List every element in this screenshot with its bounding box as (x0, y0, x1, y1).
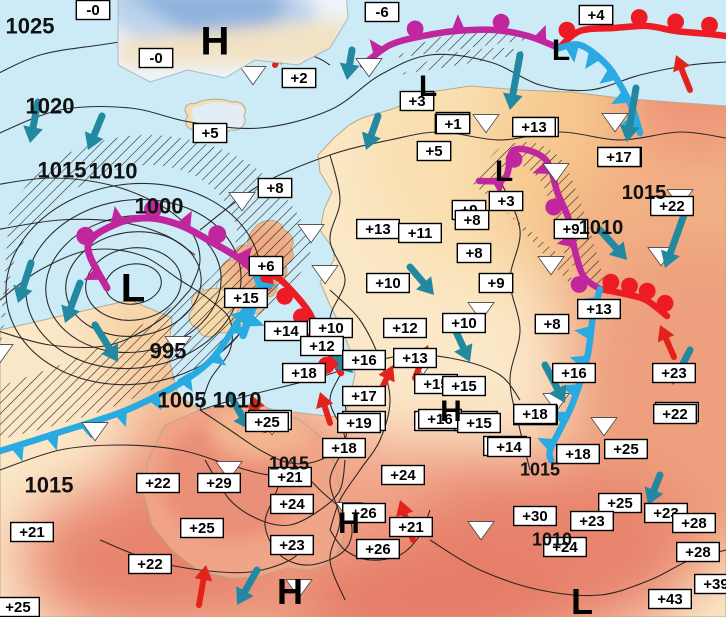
svg-text:+16: +16 (351, 352, 376, 369)
svg-text:H: H (201, 19, 230, 63)
svg-text:+1: +1 (444, 116, 461, 133)
svg-text:+15: +15 (451, 378, 476, 395)
svg-text:1020: 1020 (26, 94, 75, 119)
svg-text:+15: +15 (233, 290, 258, 307)
svg-text:1015: 1015 (269, 453, 309, 473)
svg-text:+18: +18 (331, 440, 356, 457)
svg-text:+39: +39 (703, 576, 726, 593)
svg-text:1015: 1015 (520, 459, 560, 479)
svg-text:+13: +13 (521, 119, 546, 136)
svg-text:+28: +28 (681, 515, 706, 532)
svg-text:+26: +26 (365, 541, 390, 558)
svg-text:+9: +9 (562, 221, 579, 238)
svg-text:+25: +25 (613, 441, 638, 458)
svg-text:+24: +24 (390, 467, 416, 484)
svg-text:L: L (419, 70, 437, 103)
svg-text:+3: +3 (497, 193, 514, 210)
svg-text:+23: +23 (279, 537, 304, 554)
svg-text:+18: +18 (565, 446, 590, 463)
svg-text:+23: +23 (661, 365, 686, 382)
svg-text:+29: +29 (206, 475, 231, 492)
svg-text:1015: 1015 (622, 182, 667, 204)
svg-text:+2: +2 (290, 70, 307, 87)
svg-text:L: L (121, 266, 145, 310)
svg-text:+15: +15 (466, 415, 491, 432)
svg-text:-6: -6 (375, 4, 388, 21)
svg-text:L: L (552, 34, 570, 67)
svg-text:+25: +25 (189, 520, 214, 537)
svg-text:+11: +11 (408, 225, 433, 242)
svg-text:+25: +25 (254, 414, 279, 431)
svg-text:+22: +22 (145, 475, 170, 492)
svg-text:+28: +28 (685, 544, 710, 561)
svg-text:L: L (571, 581, 593, 617)
svg-text:-0: -0 (86, 2, 99, 19)
svg-text:+12: +12 (392, 320, 417, 337)
svg-text:+43: +43 (657, 591, 682, 608)
svg-text:+6: +6 (257, 258, 274, 275)
svg-text:1025: 1025 (6, 14, 55, 39)
svg-text:+10: +10 (451, 315, 476, 332)
svg-text:+13: +13 (402, 350, 427, 367)
svg-text:+30: +30 (522, 508, 547, 525)
svg-text:+25: +25 (5, 599, 30, 616)
svg-text:+13: +13 (586, 301, 611, 318)
svg-text:1010: 1010 (213, 388, 262, 413)
svg-text:+10: +10 (375, 275, 400, 292)
svg-text:+18: +18 (522, 406, 547, 423)
svg-text:+18: +18 (291, 365, 316, 382)
svg-text:+14: +14 (496, 439, 522, 456)
svg-text:1010: 1010 (89, 159, 138, 184)
svg-text:+10: +10 (318, 320, 343, 337)
svg-text:995: 995 (150, 339, 187, 364)
svg-text:+23: +23 (579, 513, 604, 530)
svg-text:H: H (277, 571, 303, 612)
svg-text:+5: +5 (425, 143, 442, 160)
svg-text:H: H (440, 395, 462, 428)
svg-text:-0: -0 (149, 50, 162, 67)
svg-text:1005: 1005 (158, 388, 207, 413)
svg-text:+8: +8 (266, 180, 283, 197)
svg-text:+22: +22 (662, 406, 687, 423)
svg-text:+17: +17 (351, 388, 376, 405)
svg-text:1015: 1015 (38, 158, 87, 183)
svg-text:+19: +19 (346, 415, 371, 432)
svg-text:1015: 1015 (25, 473, 74, 498)
svg-text:+12: +12 (309, 338, 334, 355)
svg-text:+16: +16 (561, 365, 586, 382)
svg-text:+17: +17 (606, 149, 631, 166)
svg-text:+9: +9 (487, 275, 504, 292)
svg-text:+13: +13 (365, 221, 390, 238)
svg-text:+5: +5 (201, 125, 218, 142)
svg-text:+25: +25 (607, 495, 632, 512)
svg-text:+22: +22 (137, 556, 162, 573)
svg-text:+8: +8 (465, 245, 482, 262)
svg-text:L: L (495, 155, 513, 188)
svg-text:+8: +8 (543, 316, 560, 333)
svg-text:1010: 1010 (579, 217, 624, 239)
svg-text:+8: +8 (463, 212, 480, 229)
svg-text:+24: +24 (279, 496, 305, 513)
svg-text:+4: +4 (587, 7, 605, 24)
svg-text:1000: 1000 (135, 194, 184, 219)
svg-text:H: H (338, 507, 360, 540)
svg-text:+14: +14 (273, 323, 299, 340)
svg-text:+21: +21 (19, 524, 44, 541)
svg-text:1010: 1010 (532, 529, 572, 549)
svg-text:+21: +21 (398, 519, 423, 536)
